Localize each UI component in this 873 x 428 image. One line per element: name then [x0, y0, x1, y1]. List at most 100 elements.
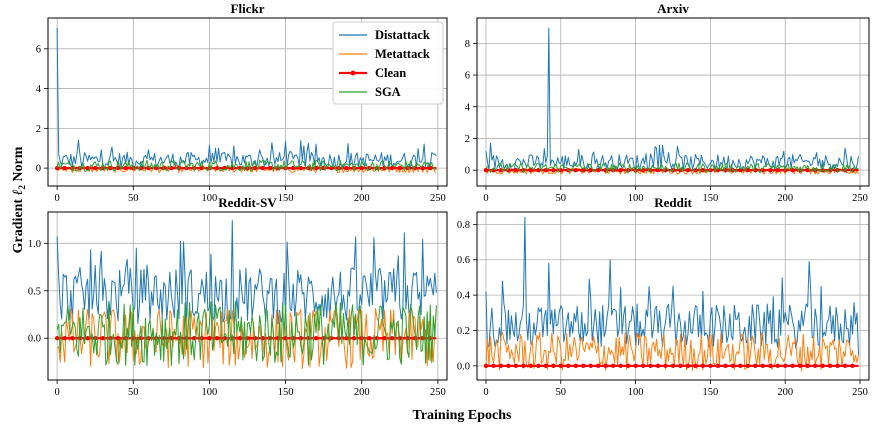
y-tick-label: 0.0 — [457, 361, 470, 372]
x-tick-label: 200 — [354, 387, 370, 398]
clean-marker — [715, 363, 721, 369]
y-tick-label: 0.8 — [457, 220, 470, 231]
clean-marker — [237, 336, 243, 341]
clean-marker — [405, 336, 410, 341]
y-tick-label: 0 — [465, 166, 470, 177]
clean-marker — [588, 167, 593, 173]
clean-marker — [85, 336, 90, 341]
clean-marker — [812, 363, 818, 369]
clean-marker — [850, 363, 855, 369]
clean-marker — [382, 336, 387, 341]
legend-label: Metattack — [375, 47, 430, 61]
clean-marker — [513, 167, 519, 173]
series-line-sga — [56, 301, 437, 367]
x-tick-label: 0 — [55, 387, 60, 398]
x-tick-label: 150 — [703, 193, 719, 204]
clean-marker — [543, 363, 549, 369]
clean-marker — [374, 336, 380, 341]
clean-marker — [655, 363, 661, 369]
legend-label: Distattack — [375, 28, 430, 42]
clean-marker — [62, 336, 67, 341]
clean-marker — [745, 363, 751, 369]
clean-marker — [700, 363, 706, 369]
series-line-sga — [485, 162, 859, 174]
x-tick-label: 250 — [852, 193, 868, 204]
clean-marker — [344, 165, 349, 171]
clean-marker — [610, 363, 616, 369]
clean-marker — [62, 165, 67, 171]
x-tick-label: 50 — [128, 387, 139, 398]
y-tick-label: 0.6 — [457, 255, 470, 266]
clean-marker — [528, 167, 534, 173]
clean-marker — [483, 167, 489, 173]
clean-marker — [581, 167, 586, 173]
x-tick-label: 0 — [483, 193, 488, 204]
clean-marker — [528, 363, 534, 369]
clean-marker — [513, 363, 519, 369]
clean-marker — [491, 363, 496, 369]
clean-marker — [207, 336, 212, 341]
axes-frame — [47, 211, 448, 381]
clean-marker — [715, 167, 721, 173]
x-tick-label: 50 — [556, 193, 567, 204]
clean-marker — [768, 167, 773, 173]
clean-marker — [397, 336, 402, 341]
clean-marker — [753, 363, 758, 369]
clean-marker — [275, 336, 281, 341]
clean-marker — [536, 363, 541, 369]
clean-marker — [367, 336, 372, 341]
x-tick-label: 200 — [777, 193, 793, 204]
clean-marker — [566, 363, 571, 369]
x-axis-label: Training Epochs — [413, 408, 512, 423]
y-tick-label: 6 — [465, 71, 470, 82]
y-tick-label: 4 — [36, 84, 42, 95]
clean-marker — [760, 363, 765, 369]
clean-marker — [313, 336, 319, 341]
clean-marker — [768, 363, 773, 369]
y-tick-label: 4 — [465, 102, 471, 113]
clean-marker — [685, 167, 691, 173]
clean-marker — [648, 363, 653, 369]
clean-marker — [558, 363, 563, 369]
clean-marker — [693, 363, 698, 369]
series-line-distattack — [56, 220, 437, 325]
clean-marker — [618, 363, 623, 369]
axes-frame — [476, 211, 870, 381]
series-line-sga — [56, 159, 437, 172]
x-tick-label: 250 — [430, 387, 446, 398]
series-line-distattack — [56, 27, 437, 169]
clean-marker — [428, 336, 433, 341]
y-tick-label: 0.4 — [457, 291, 471, 302]
clean-marker — [536, 167, 541, 173]
x-tick-label: 0 — [55, 193, 60, 204]
clean-marker — [54, 336, 60, 341]
clean-marker — [805, 363, 810, 369]
legend-box — [332, 21, 444, 105]
y-axis-label: Gradient ℓ2 Norm — [11, 146, 27, 253]
clean-marker — [835, 363, 840, 369]
clean-marker — [498, 363, 504, 369]
clean-marker — [588, 363, 593, 369]
clean-marker — [790, 167, 795, 173]
clean-marker — [708, 363, 713, 369]
clean-marker — [842, 363, 848, 369]
panel-title: Reddit — [654, 195, 692, 210]
clean-marker — [573, 167, 578, 173]
clean-marker — [100, 336, 106, 341]
clean-marker — [85, 165, 90, 171]
clean-marker — [603, 363, 608, 369]
legend: Distattack Metattack Clean SGA — [332, 21, 444, 105]
clean-marker — [783, 363, 788, 369]
x-tick-label: 200 — [777, 387, 793, 398]
x-tick-label: 100 — [202, 387, 218, 398]
clean-marker — [153, 165, 159, 171]
panel-title: Reddit-SV — [218, 195, 277, 210]
panel-reddit: 0 50 100 150 200 250 0.0 0.2 0.4 0.6 0.8 Reddit — [457, 195, 870, 398]
x-tick-label: 50 — [556, 387, 567, 398]
clean-marker — [245, 336, 250, 341]
clean-marker — [723, 363, 728, 369]
series-line-distattack — [485, 27, 860, 171]
y-tick-label: 1.0 — [28, 239, 41, 250]
clean-marker — [700, 167, 706, 173]
clean-marker — [54, 165, 60, 171]
